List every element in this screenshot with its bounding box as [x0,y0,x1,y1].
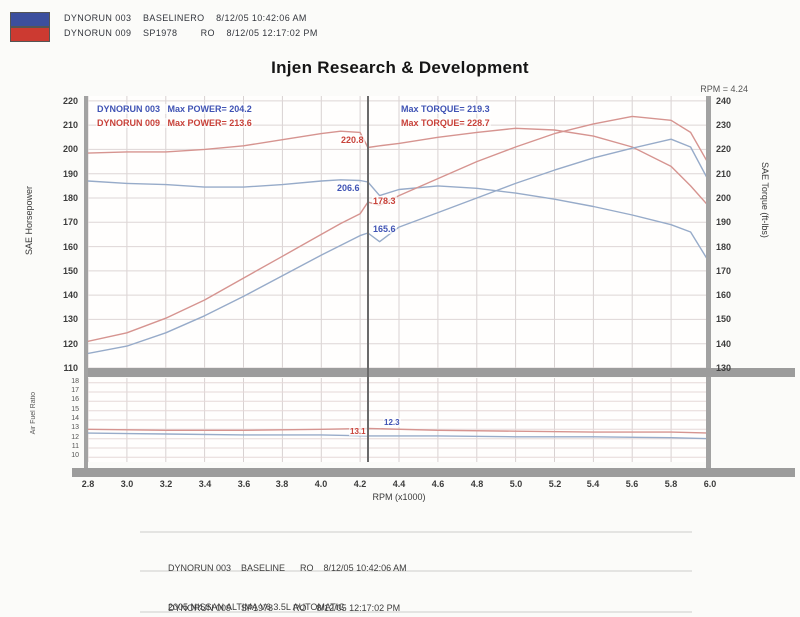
horsepower-axis-ticks: 220 210 200 190 180 170 160 150 140 130 120 110 [46,96,80,373]
tick-label: 13 [71,424,79,431]
tick-label: 180 [62,193,78,203]
tick-label: 6.0 [703,479,717,489]
tick-label: 140 [62,290,78,300]
tick-label: 210 [716,169,732,179]
tick-label: 3.0 [120,479,134,489]
tick-label: 230 [716,120,732,130]
max-power-009-label: DYNORUN 009 Max POWER= 213.6 [96,118,253,128]
run-003-footer-line1: DYNORUN 003 BASELINE RO 8/12/05 10:42:06… [168,563,407,573]
tick-label: 2.8 [81,479,95,489]
tick-label: 5.0 [509,479,523,489]
right-axis-title: SAE Torque (ft-lbs) [760,162,770,238]
tick-label: 110 [63,363,78,373]
panel-divider-bar [88,368,795,377]
tick-label: 200 [62,144,78,154]
tick-label: 220 [716,144,732,154]
tick-label: 4.8 [470,479,484,489]
tick-label: 210 [62,120,78,130]
tick-label: 170 [716,266,732,276]
tick-label: 160 [62,242,78,252]
tick-label: 5.8 [664,479,678,489]
run-003-footer-info: DYNORUN 003 BASELINE RO 8/12/05 10:42:06… [168,536,407,617]
run-009-legend-label: DYNORUN 009 SP1978 RO 8/12/05 12:17:02 P… [64,28,318,38]
afr-axis-ticks: 18 17 16 15 14 13 12 11 10 [56,378,80,462]
cursor-rpm-readout: RPM = 4.24 [700,84,748,94]
plot-right-border [706,96,711,468]
tick-label: 4.0 [314,479,328,489]
tick-label: 4.4 [392,479,406,489]
run-009-footer-info: DYNORUN 009 SP1978 RO 8/12/05 12:17:02 P… [168,576,400,617]
tick-label: 17 [71,387,79,394]
tick-label: 3.8 [275,479,289,489]
tick-label: 200 [716,193,732,203]
tick-label: 130 [716,363,732,373]
tick-label: 140 [716,339,732,349]
plot-bottom-bar [72,468,795,477]
footer-divider [140,611,692,613]
max-power-003-label: DYNORUN 003 Max POWER= 204.2 [96,104,253,114]
run-009-footer-line1: DYNORUN 009 SP1978 RO 8/12/05 12:17:02 P… [168,603,401,613]
tick-label: 5.4 [586,479,600,489]
footer-divider [140,570,692,572]
plot-left-border [84,96,88,468]
afr-axis-title: Air Fuel Ratio [30,392,37,435]
torque-axis-ticks: 240 230 220 210 200 190 180 170 160 150 140 130 [714,96,748,373]
page-title: Injen Research & Development [271,58,529,77]
tick-label: 5.2 [548,479,562,489]
tick-label: 4.2 [353,479,367,489]
tick-label: 130 [62,314,78,324]
tick-label: 12 [71,434,79,441]
horsepower-torque-plot [88,96,710,368]
cursor-afr-009-value: 13.1 [349,427,367,436]
cursor-torque-003-value: 206.6 [336,183,361,193]
left-axis-title: SAE Horsepower [24,186,34,256]
tick-label: 5.6 [625,479,639,489]
cursor-afr-003-value: 12.3 [383,418,401,427]
tick-label: 170 [62,217,78,227]
max-torque-003-label: Max TORQUE= 219.3 [400,104,491,114]
tick-label: 3.2 [159,479,173,489]
tick-label: 11 [71,443,79,450]
tick-label: 180 [716,242,732,252]
tick-label: 4.6 [431,479,445,489]
rpm-cursor-line[interactable] [367,96,369,462]
tick-label: 240 [716,96,732,106]
run-003-footer-line2: 2005 NISSAN ALTIMA V6 3.5L AUTOMATIC [168,602,345,612]
tick-label: 190 [62,169,78,179]
tick-label: 190 [716,217,732,227]
tick-label: 10 [71,452,79,459]
tick-label: 150 [716,314,732,324]
tick-label: 16 [71,396,79,403]
tick-label: 3.6 [237,479,251,489]
tick-label: 18 [71,378,79,385]
max-torque-009-label: Max TORQUE= 228.7 [400,118,491,128]
run-003-legend-label: DYNORUN 003 BASELINERO 8/12/05 10:42:06 … [64,13,307,23]
run-009-color-swatch [10,27,50,42]
rpm-axis-ticks: 2.8 3.0 3.2 3.4 3.6 3.8 4.0 4.2 4.4 4.6 4.8 5.0 5.2 5… [82,479,717,491]
x-axis-title: RPM (x1000) [372,492,426,502]
tick-label: 3.4 [198,479,212,489]
cursor-torque-009-value: 220.8 [340,135,365,145]
cursor-power-003-value: 165.6 [372,224,397,234]
tick-label: 150 [62,266,78,276]
tick-label: 220 [62,96,78,106]
footer-divider [140,531,692,533]
cursor-power-009-value: 178.3 [372,196,397,206]
tick-label: 15 [71,406,79,413]
tick-label: 14 [71,415,79,422]
tick-label: 120 [62,339,78,349]
run-003-color-swatch [10,12,50,27]
tick-label: 160 [716,290,732,300]
